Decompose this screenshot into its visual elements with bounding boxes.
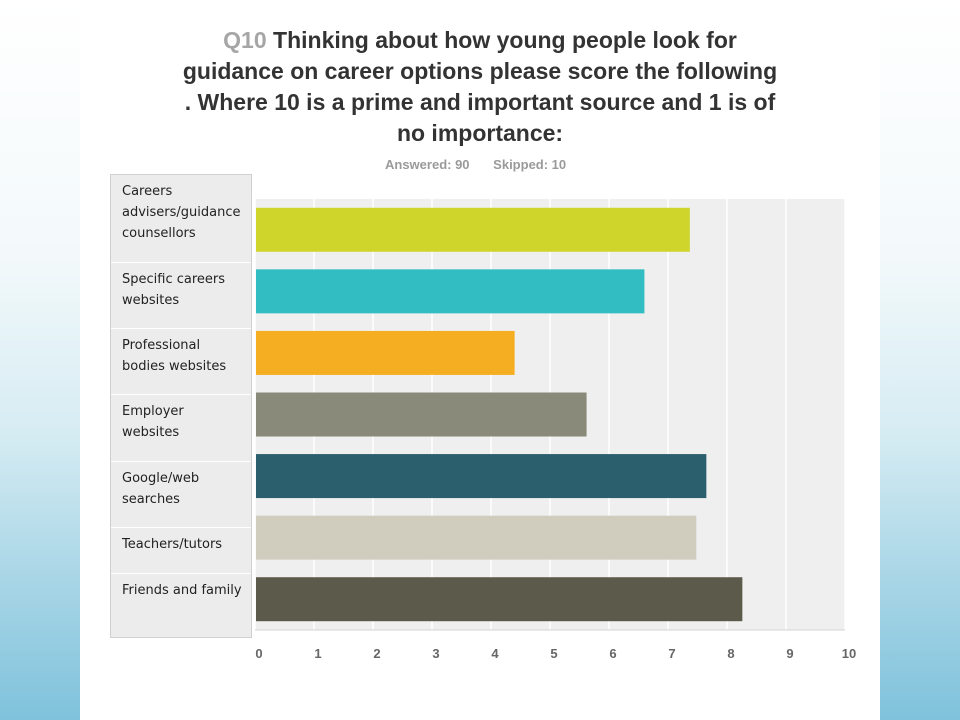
category-label: Friends and family bbox=[122, 583, 242, 598]
bar-5 bbox=[256, 454, 707, 499]
x-tick-label: 6 bbox=[609, 646, 616, 661]
x-tick-label: 5 bbox=[550, 646, 557, 661]
x-tick-label: 2 bbox=[373, 646, 380, 661]
question-number: Q10 bbox=[223, 27, 267, 53]
x-tick-label: 3 bbox=[432, 646, 439, 661]
skipped-count: Skipped: 10 bbox=[493, 157, 567, 172]
category-label: Google/web searches bbox=[111, 462, 251, 528]
bar-7 bbox=[256, 577, 743, 622]
x-tick-label: 8 bbox=[727, 646, 734, 661]
answered-count: Answered: 90 bbox=[385, 157, 470, 172]
x-tick-label: 4 bbox=[491, 646, 499, 661]
category-label: Specific careers websites bbox=[111, 263, 251, 329]
x-tick-label: 0 bbox=[255, 646, 262, 661]
category-label: Teachers/tutors bbox=[111, 528, 251, 574]
bar-6 bbox=[256, 515, 697, 560]
x-tick-label: 7 bbox=[668, 646, 675, 661]
response-stats: Answered: 90 Skipped: 10 bbox=[385, 157, 586, 172]
category-label: Careers advisers/guidance counsellors bbox=[111, 175, 251, 263]
category-label-panel: Careers advisers/guidance counsellors Spe… bbox=[110, 174, 252, 638]
bar-4 bbox=[256, 392, 587, 437]
x-tick-label: 9 bbox=[786, 646, 793, 661]
bar-1 bbox=[256, 207, 690, 252]
chart-title: Q10 Thinking about how young people look… bbox=[180, 25, 780, 149]
bar-2 bbox=[256, 269, 645, 314]
bar-3 bbox=[256, 330, 515, 375]
question-text: Thinking about how young people look for… bbox=[182, 27, 778, 146]
left-decor-band bbox=[0, 0, 80, 720]
category-label: Employer websites bbox=[111, 395, 251, 462]
category-label: Professional bodies websites bbox=[111, 329, 251, 395]
x-tick-label: 10 bbox=[842, 646, 856, 661]
x-tick-label: 1 bbox=[314, 646, 321, 661]
right-decor-band bbox=[880, 0, 960, 720]
